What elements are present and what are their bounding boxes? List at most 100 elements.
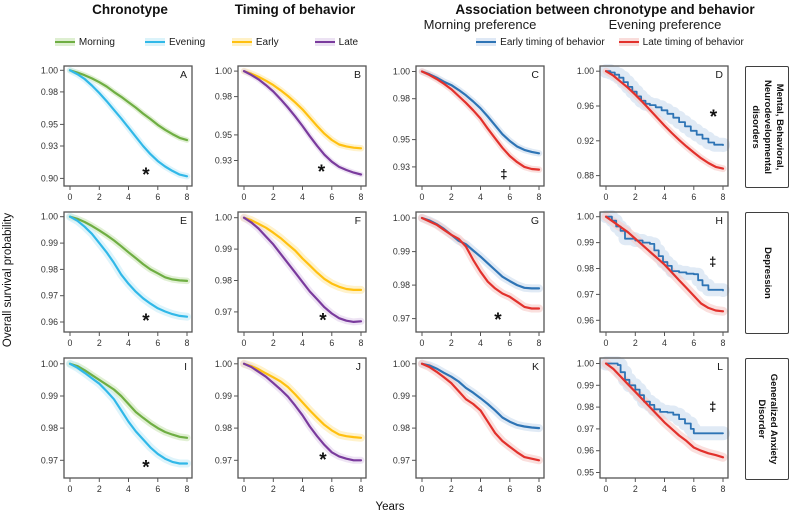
legend-label: Morning <box>78 36 115 48</box>
y-tick-label: 0.99 <box>215 244 232 254</box>
legend-label: Early <box>255 36 279 48</box>
y-axis-label: Overall survival probability <box>2 212 14 348</box>
x-tick-label: 6 <box>507 338 512 348</box>
panel-H: 1.00 0.99 0.98 0.97 0.96 0 2 4 6 8 H ‡ <box>560 206 734 352</box>
x-tick-label: 0 <box>420 338 425 348</box>
x-tick-label: 6 <box>155 338 160 348</box>
x-tick-label: 0 <box>68 338 73 348</box>
ci-band <box>240 360 365 464</box>
x-tick-label: 6 <box>329 192 334 202</box>
x-axis-label: Years <box>375 501 405 513</box>
panel-svg: 1.00 0.99 0.98 0.97 0 2 4 6 8 K <box>393 357 545 494</box>
x-tick-label: 4 <box>662 338 667 348</box>
x-tick-label: 2 <box>271 338 276 348</box>
ci-band <box>241 68 364 178</box>
panel-C: 1.00 0.98 0.95 0.93 0 2 4 6 8 C ‡ <box>376 60 550 206</box>
y-tick-label: 0.95 <box>577 468 594 478</box>
y-tick-label: 0.92 <box>577 136 594 146</box>
x-tick-label: 4 <box>662 484 667 494</box>
y-tick-label: 0.97 <box>215 455 232 465</box>
panel-letter: A <box>180 69 187 81</box>
legend-chronotype: Morning Evening <box>40 34 220 50</box>
y-tick-label: 0.98 <box>215 276 232 286</box>
x-tick-label: 8 <box>185 338 190 348</box>
series-line <box>68 215 189 318</box>
x-tick-label: 8 <box>359 192 364 202</box>
panel-A: 1.00 0.98 0.95 0.93 0.90 0 2 4 6 8 A * <box>24 60 198 206</box>
panel-I: 1.00 0.99 0.98 0.97 0 2 4 6 8 I * <box>24 352 198 498</box>
x-tick-label: 6 <box>155 192 160 202</box>
y-tick-label: 0.99 <box>393 247 410 257</box>
y-tick-label: 1.00 <box>215 66 232 76</box>
y-tick-label: 0.98 <box>393 94 410 104</box>
panel-D: 1.00 0.96 0.92 0.88 0 2 4 6 8 D * <box>560 60 734 206</box>
x-tick-label: 6 <box>507 484 512 494</box>
y-tick-label: 0.98 <box>41 423 58 433</box>
annotation-symbol: ‡ <box>709 254 716 269</box>
y-tick-label: 0.99 <box>41 391 58 401</box>
y-tick-label: 0.98 <box>215 423 232 433</box>
panel-E: 1.00 0.99 0.98 0.97 0.96 0 2 4 6 8 E * <box>24 206 198 352</box>
x-tick-label: 8 <box>721 192 726 202</box>
series-line <box>242 216 363 291</box>
x-tick-label: 0 <box>242 338 247 348</box>
y-tick-label: 0.98 <box>41 87 58 97</box>
x-tick-label: 2 <box>97 338 102 348</box>
x-tick-label: 4 <box>300 192 305 202</box>
y-tick-label: 0.98 <box>215 92 232 102</box>
panel-letter: E <box>180 215 187 227</box>
series-line <box>604 362 725 459</box>
series-line <box>605 362 724 435</box>
legend-item-association-0: Early timing of behavior <box>476 37 605 48</box>
ci-band <box>66 359 191 468</box>
x-tick-label: 2 <box>633 338 638 348</box>
x-tick-label: 0 <box>604 338 609 348</box>
x-tick-label: 8 <box>721 484 726 494</box>
legend-swatch-icon <box>231 37 252 47</box>
y-tick-label: 0.88 <box>577 171 594 181</box>
legend-item-timing-0: Early <box>231 36 279 48</box>
series-line <box>242 70 363 176</box>
legend-swatch-icon <box>145 37 165 47</box>
column-header-chronotype: Chronotype <box>92 2 168 17</box>
series-line <box>242 362 363 439</box>
legend-swatch-icon <box>54 37 75 47</box>
y-tick-label: 0.97 <box>41 455 58 465</box>
legend-item-chronotype-0: Morning <box>54 36 115 48</box>
x-tick-label: 4 <box>300 484 305 494</box>
legend-item-chronotype-1: Evening <box>145 37 205 48</box>
x-tick-label: 2 <box>97 484 102 494</box>
x-tick-label: 8 <box>185 484 190 494</box>
x-tick-label: 0 <box>68 192 73 202</box>
panel-svg: 1.00 0.99 0.98 0.97 0 2 4 6 8 J * <box>215 357 367 494</box>
x-tick-label: 8 <box>359 484 364 494</box>
column-header-association: Association between chronotype and behav… <box>455 2 755 17</box>
x-tick-label: 6 <box>329 484 334 494</box>
x-tick-label: 6 <box>507 192 512 202</box>
panel-letter: H <box>715 215 723 227</box>
y-tick-label: 1.00 <box>577 66 594 76</box>
y-tick-label: 0.96 <box>577 446 594 456</box>
series-line <box>68 362 189 465</box>
x-tick-label: 4 <box>126 192 131 202</box>
panel-letter: J <box>356 361 361 373</box>
panel-svg: 1.00 0.99 0.98 0.97 0.96 0.95 0 2 4 6 8 L ‡ <box>577 356 730 494</box>
series-line <box>68 215 189 282</box>
x-tick-label: 6 <box>155 484 160 494</box>
x-tick-label: 2 <box>633 192 638 202</box>
legend-item-timing-1: Late <box>314 36 359 48</box>
panel-svg: 1.00 0.98 0.95 0.93 0 2 4 6 8 B * <box>215 65 367 202</box>
x-tick-label: 6 <box>329 338 334 348</box>
panel-letter: F <box>355 215 361 227</box>
y-tick-label: 1.00 <box>41 212 58 222</box>
legend-swatch-icon <box>314 37 335 47</box>
legend-label: Late <box>338 36 359 48</box>
annotation-symbol: * <box>319 311 327 332</box>
y-tick-label: 0.99 <box>215 391 232 401</box>
x-tick-label: 0 <box>242 484 247 494</box>
panel-K: 1.00 0.99 0.98 0.97 0 2 4 6 8 K <box>376 352 550 498</box>
x-tick-label: 4 <box>478 484 483 494</box>
x-tick-label: 8 <box>185 192 190 202</box>
x-tick-label: 2 <box>271 192 276 202</box>
row-label-text: Generalized Anxiety Disorder <box>756 373 779 465</box>
